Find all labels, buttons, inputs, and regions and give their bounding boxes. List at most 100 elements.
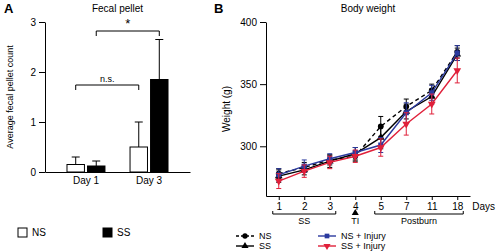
tick-mark: [406, 196, 407, 200]
marker: [351, 154, 359, 161]
line: [279, 70, 458, 181]
line: [279, 54, 458, 176]
tick-mark: [279, 196, 280, 200]
error-bar: [96, 161, 97, 166]
error-cap: [378, 138, 383, 139]
error-cap: [302, 164, 307, 165]
tick-label: 300: [240, 141, 257, 152]
tick-label: 1: [30, 117, 36, 128]
legend-label: SS: [259, 241, 271, 251]
line: [279, 53, 458, 175]
marker: [326, 160, 334, 167]
error-cap: [429, 113, 434, 114]
error-bar: [138, 122, 139, 147]
annotation: SS: [298, 216, 310, 226]
series: [275, 48, 461, 182]
error-cap: [135, 122, 143, 123]
tick-mark: [39, 22, 45, 23]
bracket: [375, 211, 464, 214]
series: [276, 46, 460, 181]
error-cap: [378, 116, 383, 117]
tick-mark: [260, 22, 266, 23]
error-cap: [455, 58, 460, 59]
error-cap: [455, 45, 460, 46]
error-cap: [302, 177, 307, 178]
legend-marker: [325, 234, 330, 239]
error-cap: [327, 153, 332, 154]
tick-label: 3: [327, 201, 333, 212]
tick-label: 18: [452, 201, 464, 212]
lines: [275, 46, 461, 189]
error-cap: [353, 150, 358, 151]
tick: 2: [30, 67, 45, 78]
error-cap: [404, 112, 409, 113]
axis-line: [266, 23, 267, 197]
annotation: n.s.: [100, 74, 115, 84]
tick-label: 3: [30, 17, 36, 28]
panel-letter: B: [214, 1, 223, 16]
tick: 300: [240, 141, 266, 152]
axis: 0 1 2 3: [30, 17, 45, 178]
tick: 0: [30, 167, 45, 178]
error-cap: [302, 164, 307, 165]
error-cap: [276, 168, 281, 169]
legend-marker: [241, 242, 248, 248]
tick: 3: [327, 196, 333, 212]
error-cap: [276, 188, 281, 189]
error-cap: [353, 147, 358, 148]
tick-mark: [355, 196, 356, 200]
bar: [130, 147, 147, 172]
annotation: TI: [351, 216, 359, 226]
tick: 4: [353, 196, 359, 212]
error-bar: [159, 40, 160, 80]
tick-label: 7: [404, 201, 410, 212]
tick-mark: [39, 72, 45, 73]
error-bar: [75, 157, 76, 165]
annotation: Postburn: [401, 216, 437, 226]
bracket: [96, 31, 159, 36]
error-cap: [429, 94, 434, 95]
error-cap: [404, 99, 409, 100]
error-cap: [155, 39, 163, 40]
marker: [402, 122, 410, 129]
marker: [377, 133, 385, 140]
tick-label: 1: [276, 201, 282, 212]
tick: 400: [240, 17, 266, 28]
tick-label: Day 1: [73, 175, 100, 186]
error-cap: [455, 58, 460, 59]
error-cap: [404, 135, 409, 136]
error-cap: [378, 156, 383, 157]
legend-marker: [323, 244, 330, 250]
axis-line: [45, 23, 46, 173]
tick: Day 3: [136, 172, 163, 186]
x-axis-title: Days: [472, 201, 495, 212]
legend-label: SS + Injury: [341, 241, 386, 251]
axis: 300350400: [240, 17, 266, 197]
tick-mark: [260, 84, 266, 85]
tick-label: 11: [427, 201, 438, 212]
error-cap: [404, 102, 409, 103]
bar: [67, 165, 84, 173]
axis-line: [267, 196, 471, 197]
error-cap: [92, 161, 100, 162]
error-cap: [429, 84, 434, 85]
error-cap: [378, 137, 383, 138]
bar: [88, 166, 105, 172]
error-cap: [276, 173, 281, 174]
tick: 5: [378, 196, 384, 212]
tick-mark: [381, 196, 382, 200]
tick-label: 5: [378, 201, 384, 212]
tick: 18: [452, 196, 464, 212]
tick: Day 1: [73, 172, 100, 186]
legend: NSSSNS + InjurySS + Injury: [236, 231, 386, 251]
marker: [428, 102, 436, 109]
bracket: [76, 85, 139, 90]
legend-label: NS + Injury: [341, 231, 386, 241]
panel-letter: A: [4, 1, 14, 16]
tick-label: Day 3: [136, 175, 163, 186]
figure: AFecal pelletAverage fecal pellet count0…: [0, 0, 500, 251]
y-axis-title: Weight (g): [221, 86, 232, 132]
error-cap: [327, 168, 332, 169]
legend-swatch: [103, 228, 112, 237]
chart-title: Fecal pellet: [92, 3, 143, 14]
